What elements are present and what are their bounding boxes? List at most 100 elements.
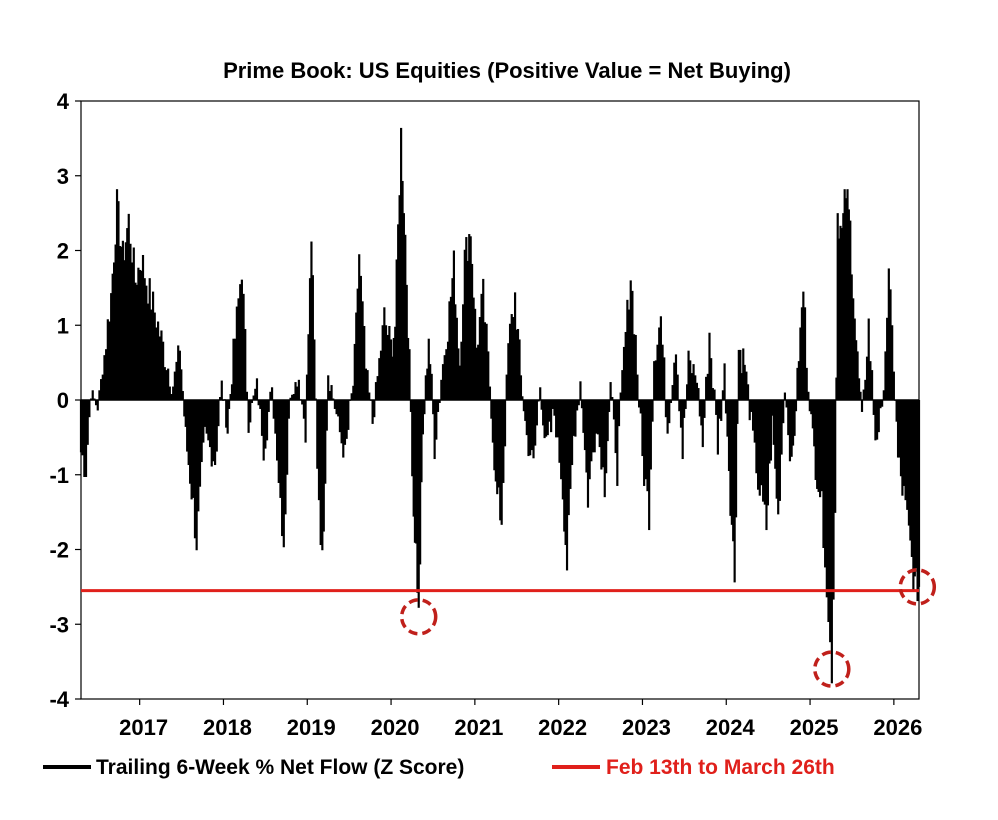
bar [563,400,566,532]
bar [708,332,711,400]
bar [726,400,729,437]
bar [760,400,763,486]
x-tick-label: 2023 [622,715,671,740]
bar [631,290,634,400]
bar [780,400,783,455]
bar [308,278,312,400]
bar [257,400,260,406]
bar [83,400,86,477]
bar [412,400,415,517]
bar [802,291,805,400]
bar [458,365,461,400]
bar [84,400,88,477]
bar [811,400,814,429]
bar [286,400,289,475]
bar [170,394,173,400]
bar [235,306,238,400]
bar [313,339,316,400]
bar [545,400,548,437]
bar [215,400,218,452]
bar [335,400,338,415]
bar [736,400,739,424]
bar [601,400,605,468]
bar [358,254,361,400]
bar [611,397,614,400]
bar [676,374,679,400]
bar [436,400,440,412]
bar [751,400,755,431]
bar [333,400,336,409]
bar [287,400,290,419]
bar [730,400,733,525]
bar [525,400,528,436]
bar [465,237,468,400]
bar [636,374,639,400]
bar [915,400,918,569]
bar [227,400,231,409]
bar [769,400,773,461]
bar [131,262,134,400]
bar [879,400,882,409]
bar [135,284,138,400]
bar [497,400,500,488]
bar [579,381,582,400]
bar [775,400,778,499]
bar [810,400,813,415]
bar [132,247,135,400]
bar [515,329,518,400]
y-tick-label: -3 [49,612,69,637]
bar [494,400,497,482]
bar [516,328,520,400]
bar [586,400,590,508]
bar [656,344,659,400]
bar [187,400,190,466]
bar [797,361,800,400]
x-tick-label: 2020 [371,715,420,740]
bar [553,400,556,416]
bar [508,323,512,400]
bar [865,356,869,400]
bar [352,385,355,400]
bar [230,384,234,400]
bar [853,318,856,400]
bar [882,390,885,400]
bar [695,382,699,400]
bar [197,400,200,512]
bar [405,284,408,400]
bar [325,400,328,431]
bar [535,400,538,426]
bar [824,400,827,568]
bar [155,327,158,400]
bar [750,400,753,412]
bar [849,220,852,400]
bar [705,376,708,400]
bar [356,288,359,400]
bar [909,400,912,541]
y-tick-label: -2 [49,538,69,563]
bar [711,388,714,400]
bar [250,400,254,403]
bar [827,400,830,623]
x-tick-label: 2017 [119,715,168,740]
bar [247,400,250,433]
bar [608,400,611,412]
bar [478,317,481,400]
bar [91,390,94,400]
bar [254,388,257,400]
bar [305,374,309,400]
bar [713,389,716,400]
bar [183,400,186,417]
bar [813,400,816,447]
bar [297,379,300,400]
bar [807,391,810,400]
bar [678,400,681,412]
bar [167,368,170,400]
bar [648,400,651,531]
bar [330,385,333,400]
bar [424,375,427,400]
bar [158,336,161,400]
bar [794,400,798,412]
bar [292,394,295,400]
bar [274,400,277,434]
